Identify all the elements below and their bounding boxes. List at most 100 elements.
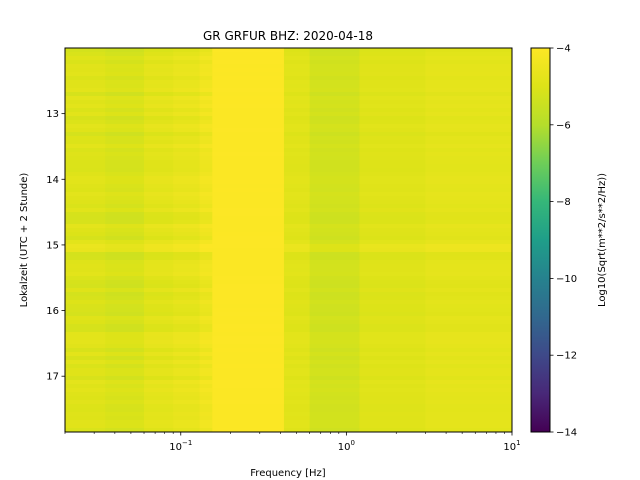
heatmap-cell: [199, 380, 213, 385]
heatmap-cell: [105, 176, 145, 181]
heatmap-cell: [65, 72, 106, 77]
heatmap-cell: [199, 192, 213, 197]
heatmap-cell: [212, 240, 285, 245]
heatmap-cell: [144, 384, 174, 389]
heatmap-cell: [105, 388, 145, 393]
heatmap-cell: [105, 252, 145, 257]
heatmap-cell: [199, 144, 213, 149]
heatmap-cell: [425, 196, 512, 201]
heatmap-cell: [283, 180, 311, 185]
heatmap-cell: [425, 288, 512, 293]
heatmap-cell: [359, 128, 427, 133]
heatmap-cell: [105, 48, 145, 53]
heatmap-cell: [144, 316, 174, 321]
heatmap-cell: [173, 176, 201, 181]
heatmap-cell: [425, 408, 512, 413]
heatmap-cell: [309, 164, 361, 169]
heatmap-cell: [212, 88, 285, 93]
heatmap-cell: [359, 392, 427, 397]
heatmap-cell: [309, 176, 361, 181]
heatmap-cell: [359, 152, 427, 157]
heatmap-cell: [65, 56, 106, 61]
heatmap-cell: [105, 356, 145, 361]
heatmap-cell: [105, 132, 145, 137]
heatmap-cell: [212, 48, 285, 53]
heatmap-cell: [105, 172, 145, 177]
heatmap-cell: [144, 388, 174, 393]
heatmap-cell: [359, 300, 427, 305]
heatmap-cell: [144, 288, 174, 293]
heatmap-cell: [309, 56, 361, 61]
heatmap-cell: [425, 48, 512, 53]
heatmap-cell: [144, 56, 174, 61]
heatmap-cell: [425, 412, 512, 417]
heatmap-cell: [199, 280, 213, 285]
heatmap-cell: [199, 244, 213, 249]
heatmap-cell: [309, 396, 361, 401]
heatmap-cell: [425, 260, 512, 265]
heatmap-cell: [425, 96, 512, 101]
heatmap-cell: [199, 264, 213, 269]
heatmap-cell: [359, 208, 427, 213]
heatmap-cell: [65, 80, 106, 85]
heatmap-cell: [283, 244, 311, 249]
heatmap-cell: [212, 304, 285, 309]
heatmap-cell: [212, 428, 285, 432]
heatmap-cell: [309, 172, 361, 177]
heatmap-cell: [173, 400, 201, 405]
heatmap-cell: [173, 196, 201, 201]
heatmap-cell: [105, 324, 145, 329]
heatmap-cell: [309, 280, 361, 285]
heatmap-cell: [173, 296, 201, 301]
heatmap-cell: [65, 96, 106, 101]
heatmap-cell: [144, 156, 174, 161]
heatmap-cell: [283, 216, 311, 221]
heatmap-cell: [199, 52, 213, 57]
heatmap-cell: [212, 324, 285, 329]
heatmap-cell: [105, 360, 145, 365]
colorbar-tick-label: −14: [556, 428, 577, 439]
heatmap-cell: [359, 328, 427, 333]
heatmap-cell: [212, 368, 285, 373]
heatmap-cell: [283, 192, 311, 197]
heatmap-cell: [309, 76, 361, 81]
heatmap-cell: [173, 272, 201, 277]
heatmap-cell: [309, 308, 361, 313]
heatmap-cell: [144, 352, 174, 357]
heatmap-cell: [309, 196, 361, 201]
heatmap-cell: [199, 416, 213, 421]
heatmap-cell: [65, 148, 106, 153]
heatmap-cell: [425, 368, 512, 373]
heatmap-cell: [309, 244, 361, 249]
heatmap-cell: [173, 408, 201, 413]
heatmap-cell: [212, 136, 285, 141]
heatmap-cell: [309, 292, 361, 297]
x-axis-label: Frequency [Hz]: [250, 468, 326, 479]
heatmap-cell: [212, 388, 285, 393]
heatmap-cell: [359, 416, 427, 421]
heatmap-cell: [144, 60, 174, 65]
heatmap-cell: [105, 100, 145, 105]
heatmap-cell: [425, 356, 512, 361]
heatmap-cell: [65, 348, 106, 353]
heatmap-cell: [283, 144, 311, 149]
heatmap-cell: [283, 140, 311, 145]
heatmap-cell: [199, 76, 213, 81]
heatmap-cell: [65, 48, 106, 53]
heatmap-cell: [309, 372, 361, 377]
heatmap-cell: [309, 188, 361, 193]
heatmap-cell: [359, 224, 427, 229]
heatmap-cell: [425, 352, 512, 357]
heatmap-cell: [173, 108, 201, 113]
heatmap-cell: [199, 364, 213, 369]
heatmap-cell: [309, 52, 361, 57]
heatmap-cell: [425, 200, 512, 205]
heatmap-cell: [105, 268, 145, 273]
heatmap-cell: [144, 140, 174, 145]
heatmap-cell: [425, 88, 512, 93]
heatmap-cell: [359, 348, 427, 353]
heatmap-cell: [309, 88, 361, 93]
heatmap-cell: [65, 184, 106, 189]
colorbar-tick-label: −10: [556, 274, 577, 285]
heatmap-cell: [212, 128, 285, 133]
